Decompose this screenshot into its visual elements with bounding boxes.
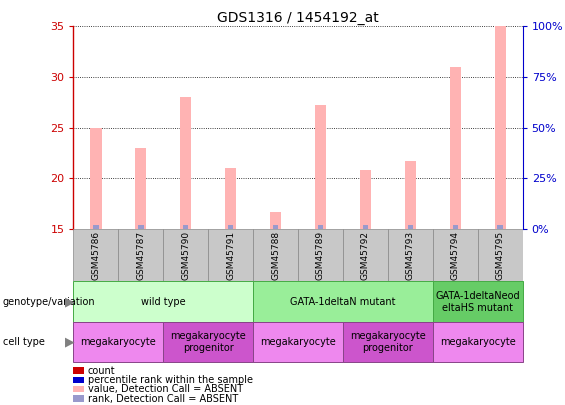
Bar [497, 225, 503, 229]
Bar [315, 105, 326, 229]
Bar [73, 322, 163, 362]
Text: cell type: cell type [3, 337, 45, 347]
Text: GATA-1deltaN mutant: GATA-1deltaN mutant [290, 297, 396, 307]
Text: GSM45792: GSM45792 [361, 231, 370, 279]
Text: ▶: ▶ [65, 336, 75, 349]
Bar [93, 225, 99, 229]
Text: megakaryocyte: megakaryocyte [80, 337, 157, 347]
Text: GSM45791: GSM45791 [226, 230, 235, 280]
Bar [360, 170, 371, 229]
Bar [343, 229, 388, 281]
Bar [478, 229, 523, 281]
Bar [388, 229, 433, 281]
Text: GSM45787: GSM45787 [136, 230, 145, 280]
Bar [363, 225, 368, 229]
Bar [208, 229, 253, 281]
Bar [433, 229, 478, 281]
Text: megakaryocyte
progenitor: megakaryocyte progenitor [170, 331, 246, 353]
Bar [407, 225, 413, 229]
Bar [253, 281, 433, 322]
Text: GSM45789: GSM45789 [316, 230, 325, 280]
Bar [343, 322, 433, 362]
Bar [433, 281, 523, 322]
Bar [253, 229, 298, 281]
Text: wild type: wild type [141, 297, 185, 307]
Bar [453, 225, 458, 229]
Text: GSM45790: GSM45790 [181, 230, 190, 280]
Bar [119, 229, 163, 281]
Bar [163, 229, 208, 281]
Text: genotype/variation: genotype/variation [3, 297, 95, 307]
Title: GDS1316 / 1454192_at: GDS1316 / 1454192_at [217, 11, 379, 25]
Text: GSM45795: GSM45795 [496, 230, 505, 280]
Bar [163, 322, 253, 362]
Bar [73, 229, 119, 281]
Bar [73, 281, 253, 322]
Bar [494, 26, 506, 229]
Bar [433, 322, 523, 362]
Bar [225, 168, 236, 229]
Text: GSM45793: GSM45793 [406, 230, 415, 280]
Bar [273, 225, 279, 229]
Text: GSM45786: GSM45786 [92, 230, 101, 280]
Text: megakaryocyte: megakaryocyte [260, 337, 336, 347]
Text: ▶: ▶ [65, 295, 75, 308]
Bar [298, 229, 343, 281]
Bar [183, 225, 189, 229]
Text: value, Detection Call = ABSENT: value, Detection Call = ABSENT [88, 384, 243, 394]
Bar [450, 67, 461, 229]
Text: GSM45794: GSM45794 [451, 231, 460, 279]
Text: rank, Detection Call = ABSENT: rank, Detection Call = ABSENT [88, 394, 238, 403]
Text: GSM45788: GSM45788 [271, 230, 280, 280]
Bar [318, 225, 323, 229]
Bar [138, 225, 144, 229]
Text: megakaryocyte
progenitor: megakaryocyte progenitor [350, 331, 426, 353]
Bar [405, 161, 416, 229]
Bar [253, 322, 343, 362]
Text: megakaryocyte: megakaryocyte [440, 337, 516, 347]
Text: percentile rank within the sample: percentile rank within the sample [88, 375, 253, 385]
Bar [90, 128, 102, 229]
Bar [180, 97, 192, 229]
Bar [270, 211, 281, 229]
Text: count: count [88, 366, 115, 375]
Text: GATA-1deltaNeod
eltaHS mutant: GATA-1deltaNeod eltaHS mutant [436, 291, 520, 313]
Bar [228, 225, 233, 229]
Bar [135, 148, 146, 229]
